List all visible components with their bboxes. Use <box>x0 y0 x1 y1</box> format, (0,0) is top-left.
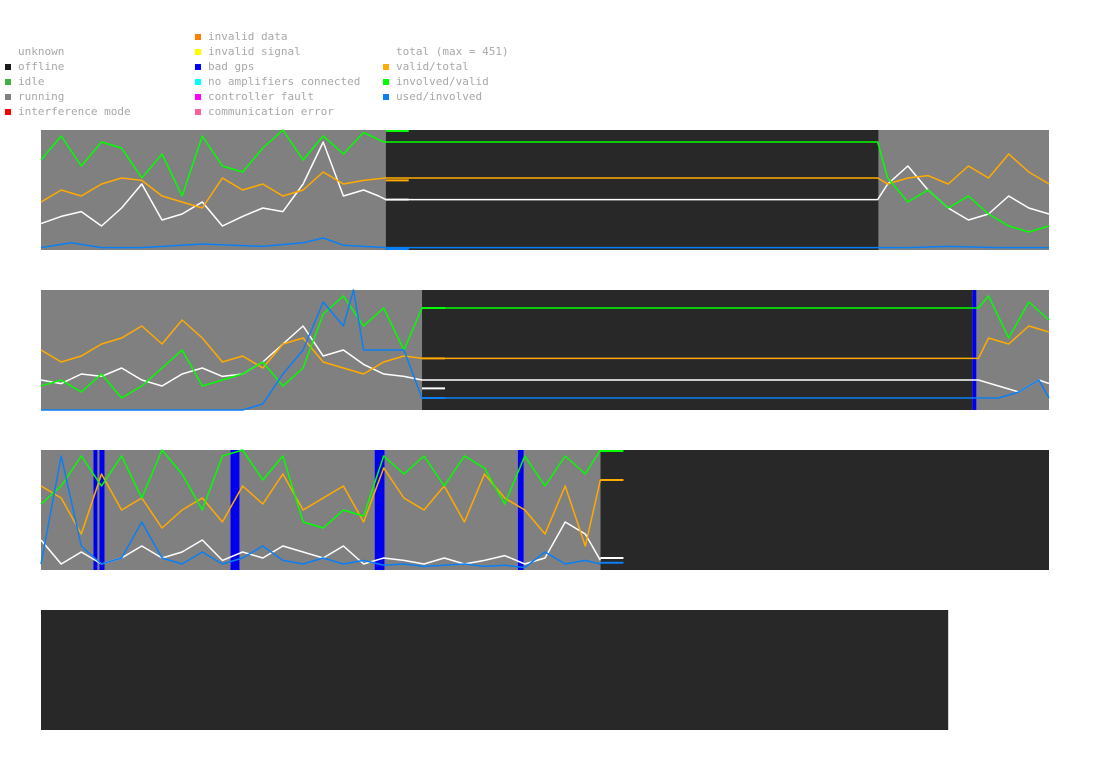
strip-0-segment-running-2 <box>878 130 1049 250</box>
legend-label: involved/valid <box>396 75 489 88</box>
legend-swatch <box>383 63 389 70</box>
strip-1-series-used-involved <box>41 289 1050 411</box>
legend-label: used/involved <box>396 90 483 103</box>
strip-0-series-valid-total <box>40 153 1050 209</box>
legend-label: unknown <box>18 45 65 58</box>
strip-0-series-total <box>40 141 1050 227</box>
legend-label: idle <box>18 75 45 88</box>
legend-item-errors-0: invalid data <box>195 29 360 44</box>
strip-2-segment-bad_gps-3 <box>99 450 105 570</box>
strip-0-series-used-involved <box>40 237 1049 249</box>
legend-label: invalid data <box>208 30 288 43</box>
strip-1-segment-running-0 <box>41 290 423 410</box>
legend-swatch <box>195 108 201 115</box>
legend-item-errors-4: controller fault <box>195 89 360 104</box>
strip-2-segment-bad_gps-1 <box>93 450 98 570</box>
legend-status: unknown offline idle running interference mo… <box>5 44 131 119</box>
strip-2-segment-running-8 <box>384 450 518 570</box>
legend-item-errors-5: communication error <box>195 104 360 119</box>
legend-item-errors-1: invalid signal <box>195 44 360 59</box>
strip-1-segment-bad_gps-2 <box>972 290 977 410</box>
strip-2-series-involved-valid <box>40 449 602 529</box>
legend-swatch <box>5 78 11 85</box>
legend-item-status-4: interference mode <box>5 104 131 119</box>
legend-label: running <box>18 90 65 103</box>
strip-1-series-valid-total <box>40 319 1050 375</box>
strip-2-segment-running-6 <box>239 450 375 570</box>
legend-label: total (max = 451) <box>396 45 509 58</box>
legend-label: bad gps <box>208 60 255 73</box>
legend-item-ratios-2: involved/valid <box>383 74 509 89</box>
legend-swatch <box>195 48 201 55</box>
legend-label: offline <box>18 60 65 73</box>
strip-2-series-valid-total <box>40 467 602 547</box>
strip-0-segment-offline-1 <box>385 130 879 250</box>
strip-1-segment-offline-1 <box>422 290 973 410</box>
legend-item-status-0: unknown <box>5 44 131 59</box>
legend-swatch <box>195 78 201 85</box>
legend-item-ratios-0: total (max = 451) <box>383 44 509 59</box>
legend-swatch <box>5 108 11 115</box>
strip-1-series-involved-valid <box>40 295 1050 399</box>
strip-2-series-used-involved <box>40 455 601 569</box>
strip-0-segment-running-0 <box>41 130 386 250</box>
strip-1-segment-running-3 <box>976 290 1049 410</box>
legend-item-ratios-3: used/involved <box>383 89 509 104</box>
legend-item-status-1: offline <box>5 59 131 74</box>
legend-label: valid/total <box>396 60 469 73</box>
legend-swatch <box>195 93 201 100</box>
strip-0-series-involved-valid <box>40 129 1050 233</box>
legend-swatch <box>5 63 11 70</box>
legend-swatch <box>383 93 389 100</box>
strip-2-segment-bad_gps-5 <box>230 450 240 570</box>
legend-item-status-3: running <box>5 89 131 104</box>
legend-swatch <box>195 33 201 40</box>
strip-2-segment-bad_gps-9 <box>517 450 524 570</box>
strip-2-segment-offline-11 <box>600 450 1049 570</box>
legend-label: interference mode <box>18 105 131 118</box>
strip-3-segment-offline-0 <box>41 610 949 730</box>
legend-ratios: total (max = 451) valid/total involved/val… <box>383 44 509 104</box>
legend-swatch <box>383 78 389 85</box>
legend-item-ratios-1: valid/total <box>383 59 509 74</box>
strip-2-segment-running-2 <box>97 450 100 570</box>
legend-item-errors-3: no amplifiers connected <box>195 74 360 89</box>
legend-label: controller fault <box>208 90 314 103</box>
legend-swatch <box>5 93 11 100</box>
legend-errors: invalid data invalid signal bad gps no ampl… <box>195 29 360 119</box>
strip-2-segment-bad_gps-7 <box>374 450 385 570</box>
legend-label: no amplifiers connected <box>208 75 361 88</box>
legend-label: invalid signal <box>208 45 301 58</box>
legend-item-status-2: idle <box>5 74 131 89</box>
legend-swatch <box>195 63 201 70</box>
legend-label: communication error <box>208 105 334 118</box>
legend-item-errors-2: bad gps <box>195 59 360 74</box>
